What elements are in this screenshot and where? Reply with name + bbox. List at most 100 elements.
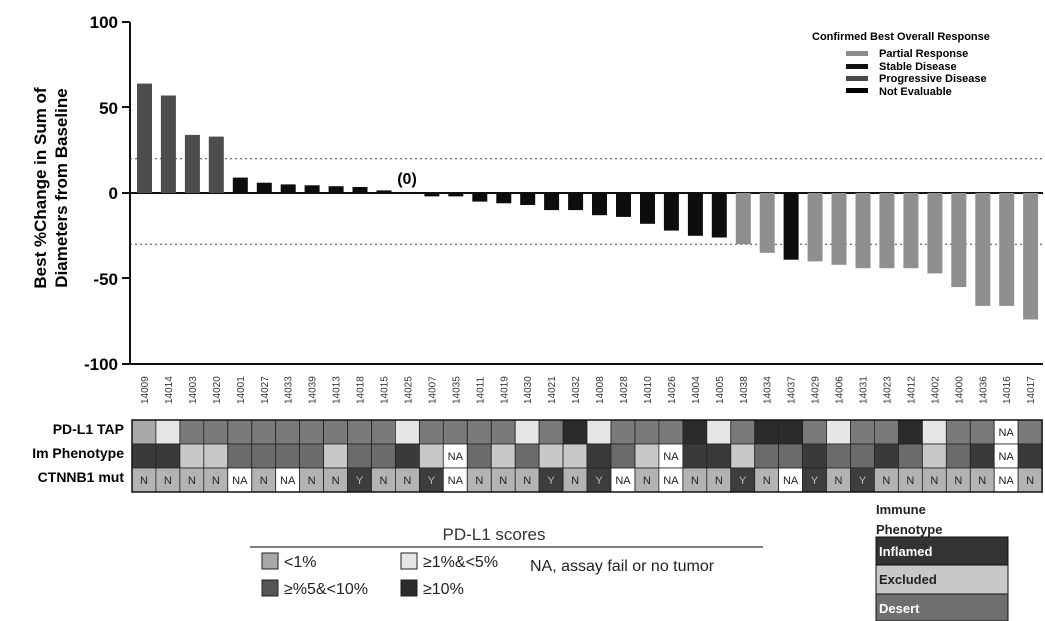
y-tick-labels: 100 50 0 -50 -100: [84, 13, 118, 374]
ctnnb1-cell-text-14027: N: [260, 475, 268, 487]
immune-cell-14014: [155, 443, 181, 469]
pdl1-cell-14008: [586, 419, 612, 445]
immune-cell-14012: [898, 443, 923, 469]
immune-cell-text-14026: NA: [663, 451, 679, 463]
pdl1-cell-14015: [371, 419, 396, 445]
pdl1-cell-14012: [898, 419, 923, 445]
ctnnb1-cell-text-14004: N: [691, 475, 699, 487]
bar-14027: [256, 182, 272, 193]
x-tick-label-14013: 14013: [332, 376, 343, 404]
bars: [137, 83, 1039, 320]
pdl1-swatch-5to10: [261, 579, 279, 597]
category-labels: 14009 14014 14003 14020 14001 14027 14033 14039…: [140, 376, 1037, 404]
bar-14019: [496, 193, 512, 204]
pdl1-cell-14038: [730, 419, 756, 445]
immune-cell-14003: [179, 443, 205, 469]
pdl1-cell-14026: [658, 419, 684, 445]
immune-cell-14023: [874, 443, 899, 469]
pdl1-cell-14001: [227, 419, 253, 445]
bar-14035: [448, 193, 464, 197]
pdl1-cell-14029: [802, 419, 827, 445]
pdl1-cell-14034: [754, 419, 780, 445]
bar-14034: [759, 193, 775, 253]
pdl1-cell-14018: [347, 419, 372, 445]
pdl1-label-ge10: ≥10%: [423, 581, 464, 598]
immune-cell-14009: [131, 443, 157, 469]
x-tick-label-14034: 14034: [763, 376, 774, 404]
pdl1-cell-14014: [155, 419, 181, 445]
immune-cell-14008: [586, 443, 612, 469]
bar-14006: [831, 193, 847, 265]
pdl1-cell-14006: [826, 419, 851, 445]
pdl1-cell-14013: [323, 419, 348, 445]
x-tick-label-14035: 14035: [451, 376, 462, 404]
immune-cell-14018: [347, 443, 372, 469]
ctnnb1-cell-text-14007: Y: [428, 475, 436, 487]
immune-legend-title-line2: Phenotype: [876, 522, 942, 537]
ctnnb1-cell-text-14033: NA: [280, 475, 296, 487]
immune-cell-14029: [802, 443, 827, 469]
pdl1-cell-14010: [634, 419, 660, 445]
ctnnb1-cell-text-14005: N: [715, 475, 723, 487]
x-tick-label-14008: 14008: [595, 376, 606, 404]
y-tick-neg50: -50: [93, 270, 118, 289]
ctnnb1-cell-text-14001: NA: [232, 475, 248, 487]
x-tick-label-14006: 14006: [835, 376, 846, 404]
immune-phenotype-legend: Immune Phenotype Inflamed Excluded Deser…: [875, 502, 1009, 621]
ctnnb1-cell-text-14016: NA: [999, 475, 1015, 487]
row-label-ctnnb1-mut: CTNNB1 mut: [38, 469, 125, 485]
x-tick-label-14002: 14002: [930, 376, 941, 404]
legend-label-not-evaluable: Not Evaluable: [879, 86, 952, 98]
immune-cell-14027: [251, 443, 277, 469]
ctnnb1-cell-text-14006: N: [835, 475, 843, 487]
bar-14023: [879, 193, 895, 269]
immune-cell-14004: [682, 443, 708, 469]
bar-14000: [951, 193, 967, 288]
x-tick-label-14012: 14012: [906, 376, 917, 404]
bar-14011: [472, 193, 488, 202]
x-tick-label-14019: 14019: [499, 376, 510, 404]
ctnnb1-cell-text-14032: N: [571, 475, 579, 487]
immune-cell-14032: [562, 443, 588, 469]
y-tick-0: 0: [109, 184, 118, 203]
bar-14039: [304, 185, 320, 193]
bar-14030: [520, 193, 536, 205]
immune-label-inflamed: Inflamed: [879, 544, 933, 559]
ctnnb1-cell-text-14034: N: [763, 475, 771, 487]
x-tick-label-14029: 14029: [811, 376, 822, 404]
x-tick-label-14015: 14015: [380, 376, 391, 404]
pdl1-cell-14030: [514, 419, 540, 445]
immune-cell-14019: [490, 443, 516, 469]
immune-label-excluded: Excluded: [879, 572, 937, 587]
bar-14026: [663, 193, 679, 231]
immune-cell-14013: [323, 443, 348, 469]
x-tick-label-14030: 14030: [523, 376, 534, 404]
immune-swatch-desert: [875, 593, 1009, 621]
immune-legend-title-line1: Immune: [876, 502, 926, 517]
y-axis-label-line2: Diameters from Baseline: [52, 88, 71, 287]
immune-cell-text-14035: NA: [448, 451, 464, 463]
x-tick-label-14021: 14021: [547, 376, 558, 404]
pdl1-swatch-ge10: [400, 579, 418, 597]
ctnnb1-cell-text-14039: N: [308, 475, 316, 487]
x-tick-label-14010: 14010: [643, 376, 654, 404]
legend-label-progressive-disease: Progressive Disease: [879, 73, 987, 85]
legend-swatch-partial-response: [846, 51, 868, 56]
immune-cell-14000: [945, 443, 971, 469]
pdl1-cell-14032: [562, 419, 588, 445]
y-tick-neg100: -100: [84, 355, 118, 374]
pdl1-cell-14037: [778, 419, 803, 445]
pdl1-swatch-1to5: [400, 552, 418, 570]
immune-cell-14006: [826, 443, 851, 469]
pdl1-cell-14003: [179, 419, 205, 445]
pdl1-cell-14005: [706, 419, 732, 445]
bar-14031: [855, 193, 871, 269]
bar-14036: [975, 193, 991, 306]
bar-14021: [544, 193, 560, 211]
x-tick-label-14039: 14039: [308, 376, 319, 404]
x-tick-label-14025: 14025: [403, 376, 414, 404]
pdl1-scores-legend: PD-L1 scores <1% ≥1%&<5% NA, assay fail …: [250, 525, 763, 598]
pdl1-cell-14004: [682, 419, 708, 445]
ctnnb1-cell-text-14018: Y: [356, 475, 364, 487]
x-tick-label-14007: 14007: [427, 376, 438, 404]
